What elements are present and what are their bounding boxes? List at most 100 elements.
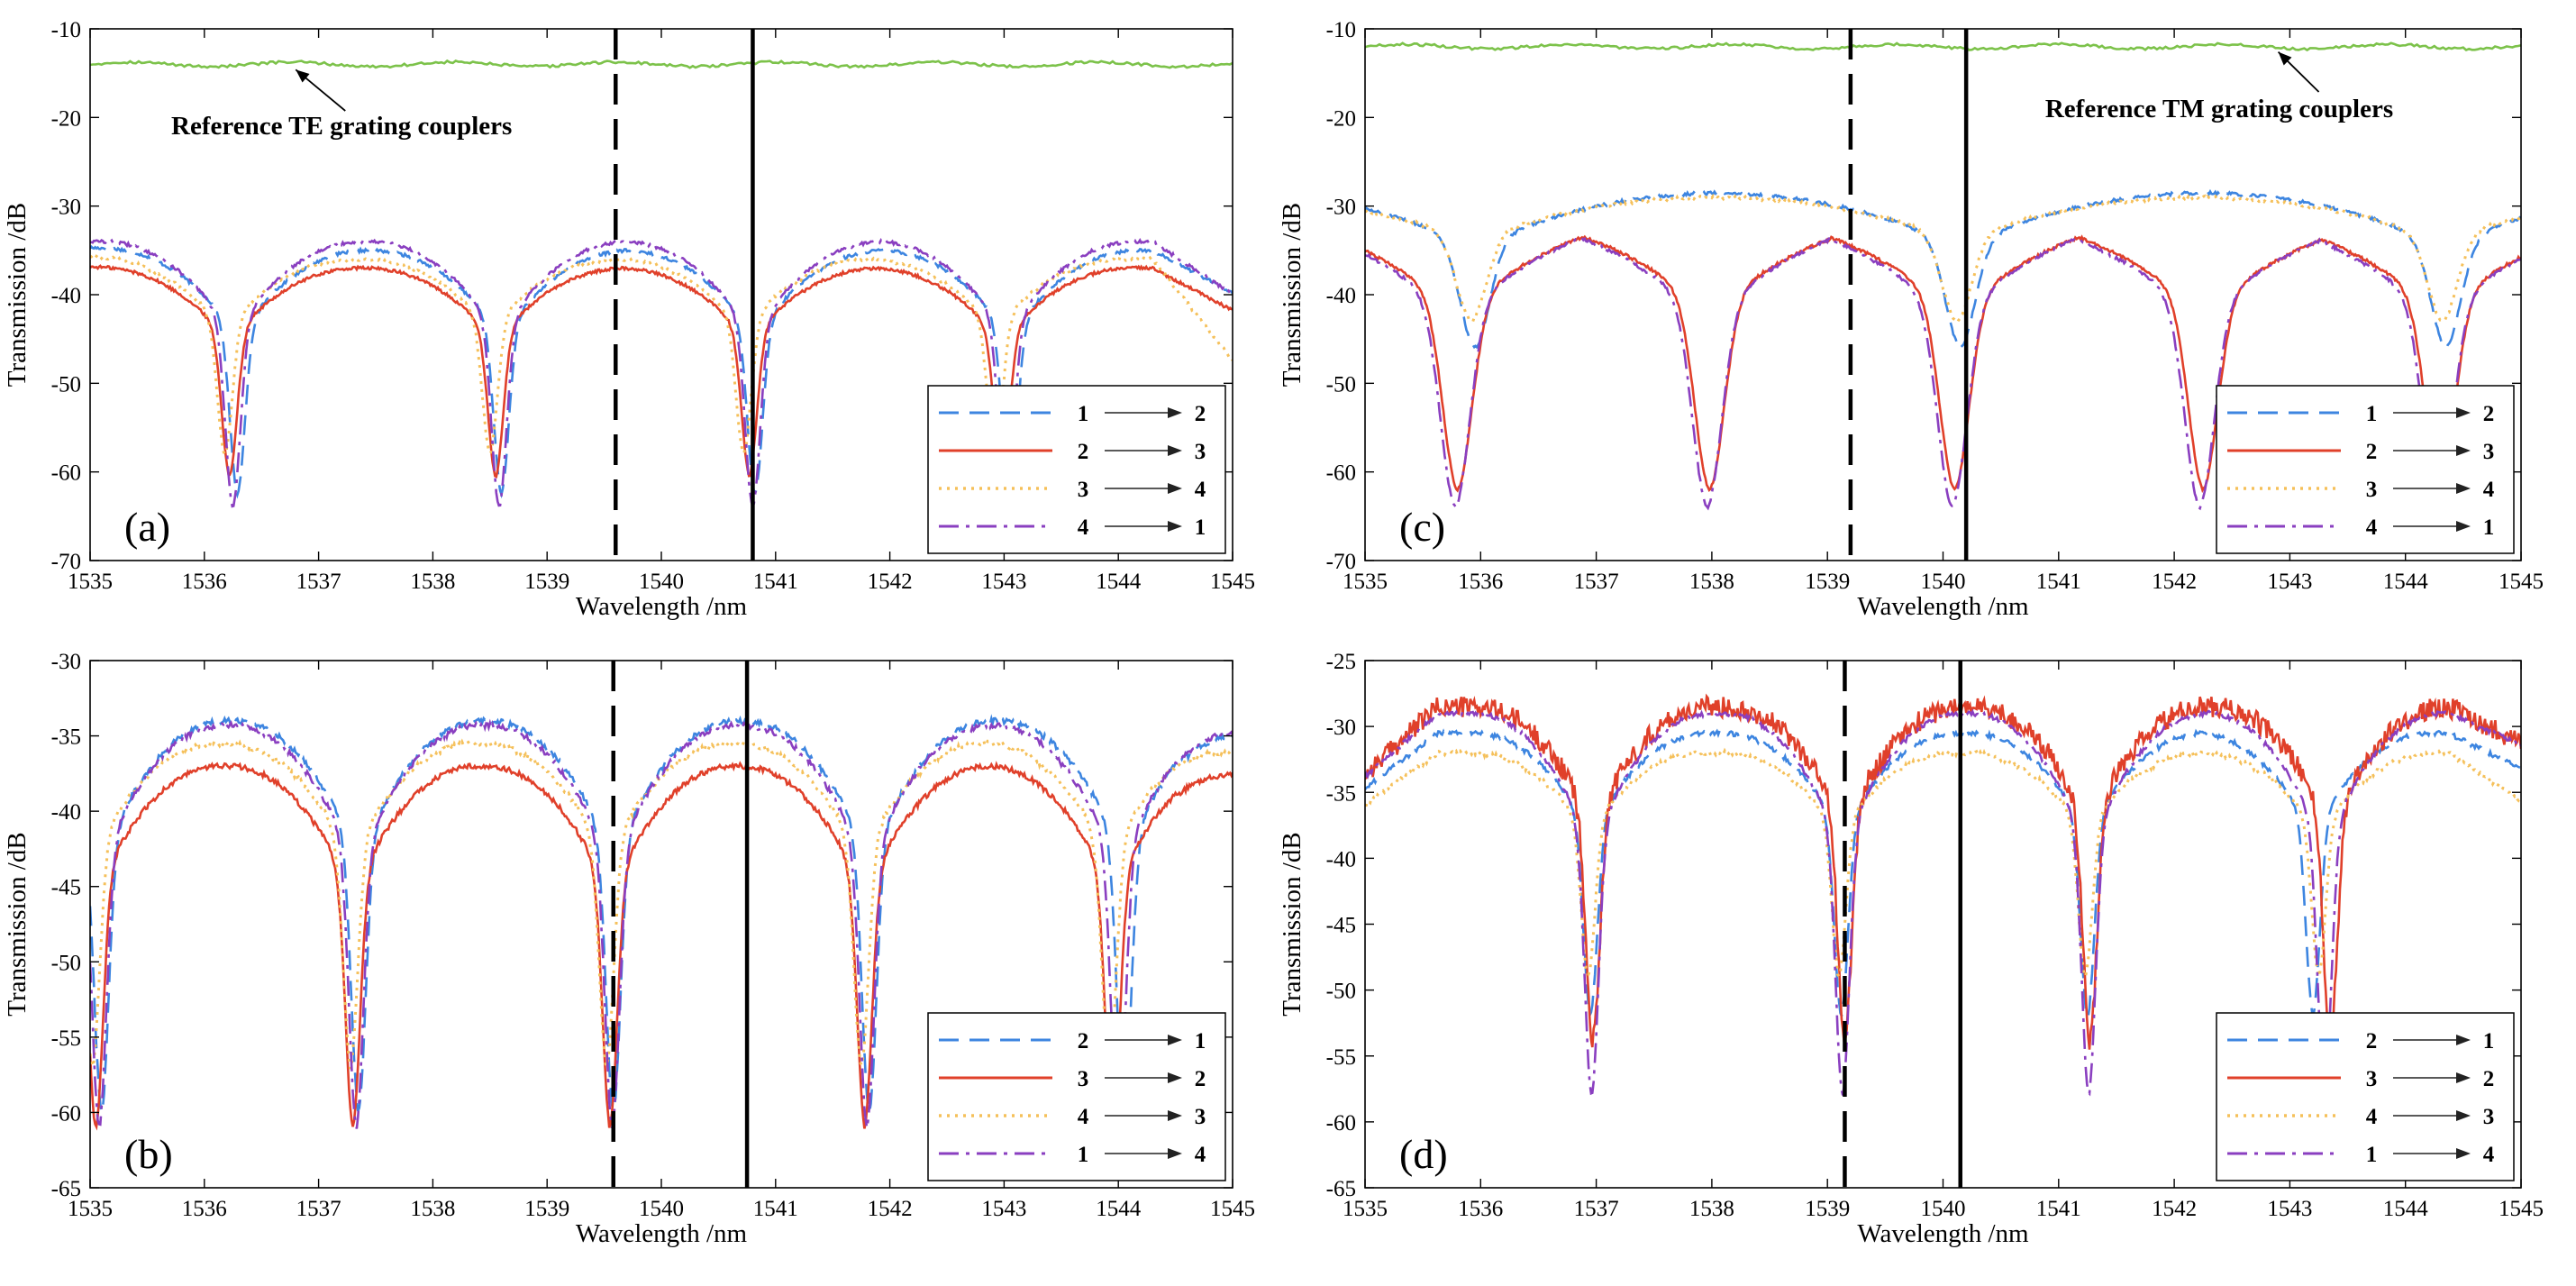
series-line-4 [1365,235,2521,512]
legend-arrowhead [1168,407,1182,418]
x-tick-label: 1535 [68,1197,113,1221]
legend-from: 1 [2366,1143,2378,1167]
x-tick-label: 1543 [981,570,1026,594]
y-tick-label: -70 [1326,550,1356,574]
legend-to: 4 [2483,478,2495,502]
x-tick-label: 1544 [2383,570,2429,594]
series-line-1 [1365,726,2521,1021]
y-tick-label: -10 [51,18,81,42]
x-tick-label: 1545 [1210,1197,1255,1221]
series-line-4 [90,718,1233,1129]
x-tick-label: 1536 [182,570,227,594]
legend-arrowhead [2456,1110,2471,1121]
legend-to: 3 [2483,1105,2495,1129]
y-tick-label: -40 [1326,847,1356,871]
panel-label: (c) [1399,504,1445,550]
x-tick-label: 1545 [2499,1197,2544,1221]
x-tick-label: 1540 [639,1197,684,1221]
y-tick-label: -30 [51,650,81,674]
plot-content [1365,29,2521,561]
legend-from: 1 [2366,402,2378,426]
y-tick-label: -40 [51,800,81,825]
legend-from: 2 [1078,1029,1089,1053]
x-tick-label: 1537 [1574,570,1619,594]
x-tick-label: 1537 [296,570,341,594]
legend: 2 1 3 2 4 3 1 4 [927,1012,1226,1181]
panel-c: 1535 1536 1537 1538 1539 1540 1541 1542 1543 1544… [1278,18,2544,621]
x-tick-label: 1541 [2036,570,2081,594]
x-tick-label: 1537 [1574,1197,1619,1221]
x-tick-label: 1543 [2267,1197,2312,1221]
plot-content [90,29,1233,561]
x-tick-label: 1538 [1689,1197,1734,1221]
legend-arrowhead [1168,1110,1182,1121]
legend-from: 3 [2366,1067,2378,1091]
legend-from: 3 [1078,1067,1089,1091]
y-tick-label: -25 [1326,650,1356,674]
x-tick-label: 1538 [410,570,455,594]
annotation-arrowhead [296,69,310,83]
reference-line [90,59,1233,69]
y-tick-label: -50 [51,372,81,397]
x-tick-label: 1545 [1210,570,1255,594]
x-tick-label: 1541 [753,1197,798,1221]
legend-arrowhead [2456,1072,2471,1083]
x-tick-label: 1536 [1458,570,1503,594]
x-tick-label: 1538 [410,1197,455,1221]
series-line-3 [90,253,1233,457]
x-tick-label: 1539 [524,1197,569,1221]
x-tick-label: 1541 [753,570,798,594]
legend-arrowhead [1168,445,1182,456]
y-axis-label: Transmission /dB [1278,832,1306,1016]
y-tick-label: -45 [1326,914,1356,938]
y-tick-label: -30 [51,196,81,220]
legend-to: 4 [1195,478,1206,502]
x-axis-label: Wavelength /nm [576,592,748,621]
y-tick-label: -60 [51,1101,81,1126]
legend-arrowhead [2456,445,2471,456]
x-tick-label: 1541 [2036,1197,2081,1221]
legend-from: 4 [1078,515,1089,540]
series-line-2 [1365,234,2521,494]
y-tick-label: -20 [1326,106,1356,131]
y-tick-label: -60 [1326,461,1356,486]
legend-from: 1 [1078,402,1089,426]
x-tick-label: 1540 [1921,1197,1966,1221]
reference-line [1365,41,2521,52]
y-tick-label: -55 [1326,1045,1356,1070]
legend-from: 2 [2366,1029,2378,1053]
x-tick-label: 1535 [1343,570,1388,594]
y-axis-label: Transmission /dB [3,832,32,1016]
legend-from: 2 [2366,440,2378,464]
legend-from: 2 [1078,440,1089,464]
legend-to: 3 [1195,1105,1206,1129]
panel-b: 1535 1536 1537 1538 1539 1540 1541 1542 1543 1544… [3,650,1255,1248]
y-tick-label: -60 [51,461,81,486]
x-tick-label: 1540 [1921,570,1966,594]
x-tick-label: 1544 [1096,570,1142,594]
panel-a: 1535 1536 1537 1538 1539 1540 1541 1542 1543 1544… [3,18,1255,621]
legend-arrowhead [2456,407,2471,418]
legend: 2 1 3 2 4 3 1 4 [2216,1012,2515,1181]
series-line-2 [90,264,1233,479]
x-tick-label: 1542 [2152,570,2197,594]
legend-to: 2 [2483,1067,2495,1091]
x-tick-label: 1544 [1096,1197,1142,1221]
x-tick-label: 1543 [981,1197,1026,1221]
x-tick-label: 1543 [2267,570,2312,594]
legend: 1 2 2 3 3 4 4 1 [927,385,1226,554]
series-line-2 [90,761,1233,1131]
legend-arrowhead [1168,1035,1182,1045]
x-tick-label: 1536 [182,1197,227,1221]
x-axis-label: Wavelength /nm [1857,1219,2029,1248]
series-line-4 [90,237,1233,511]
annotation-arrowhead [2278,51,2292,66]
legend-arrowhead [2456,1035,2471,1045]
legend-to: 2 [2483,402,2495,426]
legend-to: 2 [1195,1067,1206,1091]
y-tick-label: -65 [1326,1177,1356,1201]
panel-d: 1535 1536 1537 1538 1539 1540 1541 1542 1543 1544… [1278,650,2544,1248]
panel-label: (d) [1399,1131,1448,1177]
legend-arrowhead [2456,521,2471,532]
y-tick-label: -50 [1326,980,1356,1004]
